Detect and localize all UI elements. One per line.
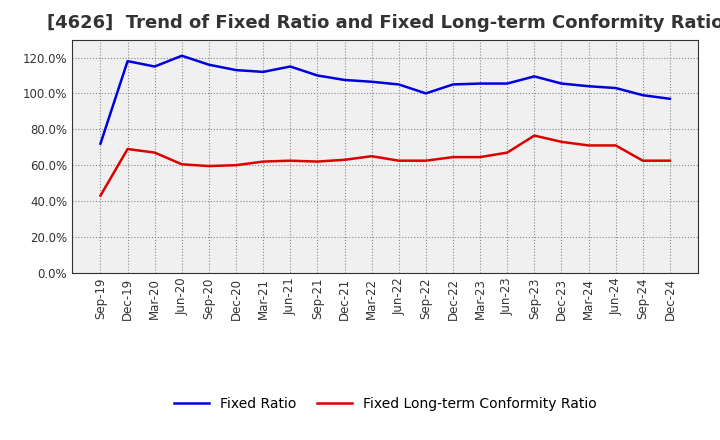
- Fixed Long-term Conformity Ratio: [150, 150, 159, 155]
- Fixed Long-term Conformity Ratio: [178, 161, 186, 167]
- Fixed Long-term Conformity Ratio: [449, 154, 457, 160]
- Fixed Ratio: [367, 79, 376, 84]
- Fixed Ratio: [530, 74, 539, 79]
- Fixed Ratio: [259, 69, 268, 74]
- Fixed Long-term Conformity Ratio: [123, 147, 132, 152]
- Fixed Long-term Conformity Ratio: [530, 133, 539, 138]
- Fixed Long-term Conformity Ratio: [232, 162, 240, 168]
- Fixed Ratio: [449, 82, 457, 87]
- Fixed Long-term Conformity Ratio: [503, 150, 511, 155]
- Fixed Long-term Conformity Ratio: [313, 159, 322, 164]
- Fixed Long-term Conformity Ratio: [96, 193, 105, 198]
- Fixed Long-term Conformity Ratio: [204, 163, 213, 169]
- Fixed Ratio: [665, 96, 674, 102]
- Fixed Long-term Conformity Ratio: [395, 158, 403, 163]
- Fixed Ratio: [341, 77, 349, 83]
- Fixed Ratio: [557, 81, 566, 86]
- Fixed Ratio: [178, 53, 186, 59]
- Fixed Long-term Conformity Ratio: [665, 158, 674, 163]
- Fixed Long-term Conformity Ratio: [639, 158, 647, 163]
- Fixed Ratio: [150, 64, 159, 69]
- Fixed Ratio: [421, 91, 430, 96]
- Line: Fixed Ratio: Fixed Ratio: [101, 56, 670, 143]
- Fixed Ratio: [232, 67, 240, 73]
- Fixed Long-term Conformity Ratio: [557, 139, 566, 144]
- Fixed Ratio: [204, 62, 213, 67]
- Line: Fixed Long-term Conformity Ratio: Fixed Long-term Conformity Ratio: [101, 136, 670, 196]
- Fixed Long-term Conformity Ratio: [286, 158, 294, 163]
- Fixed Long-term Conformity Ratio: [584, 143, 593, 148]
- Fixed Long-term Conformity Ratio: [421, 158, 430, 163]
- Fixed Ratio: [639, 92, 647, 98]
- Title: [4626]  Trend of Fixed Ratio and Fixed Long-term Conformity Ratio: [4626] Trend of Fixed Ratio and Fixed Lo…: [47, 15, 720, 33]
- Fixed Ratio: [476, 81, 485, 86]
- Fixed Ratio: [611, 85, 620, 91]
- Fixed Ratio: [395, 82, 403, 87]
- Fixed Ratio: [123, 59, 132, 64]
- Fixed Long-term Conformity Ratio: [367, 154, 376, 159]
- Fixed Long-term Conformity Ratio: [259, 159, 268, 164]
- Fixed Ratio: [503, 81, 511, 86]
- Fixed Long-term Conformity Ratio: [476, 154, 485, 160]
- Fixed Long-term Conformity Ratio: [611, 143, 620, 148]
- Legend: Fixed Ratio, Fixed Long-term Conformity Ratio: Fixed Ratio, Fixed Long-term Conformity …: [168, 392, 602, 417]
- Fixed Ratio: [584, 84, 593, 89]
- Fixed Long-term Conformity Ratio: [341, 157, 349, 162]
- Fixed Ratio: [313, 73, 322, 78]
- Fixed Ratio: [96, 141, 105, 146]
- Fixed Ratio: [286, 64, 294, 69]
